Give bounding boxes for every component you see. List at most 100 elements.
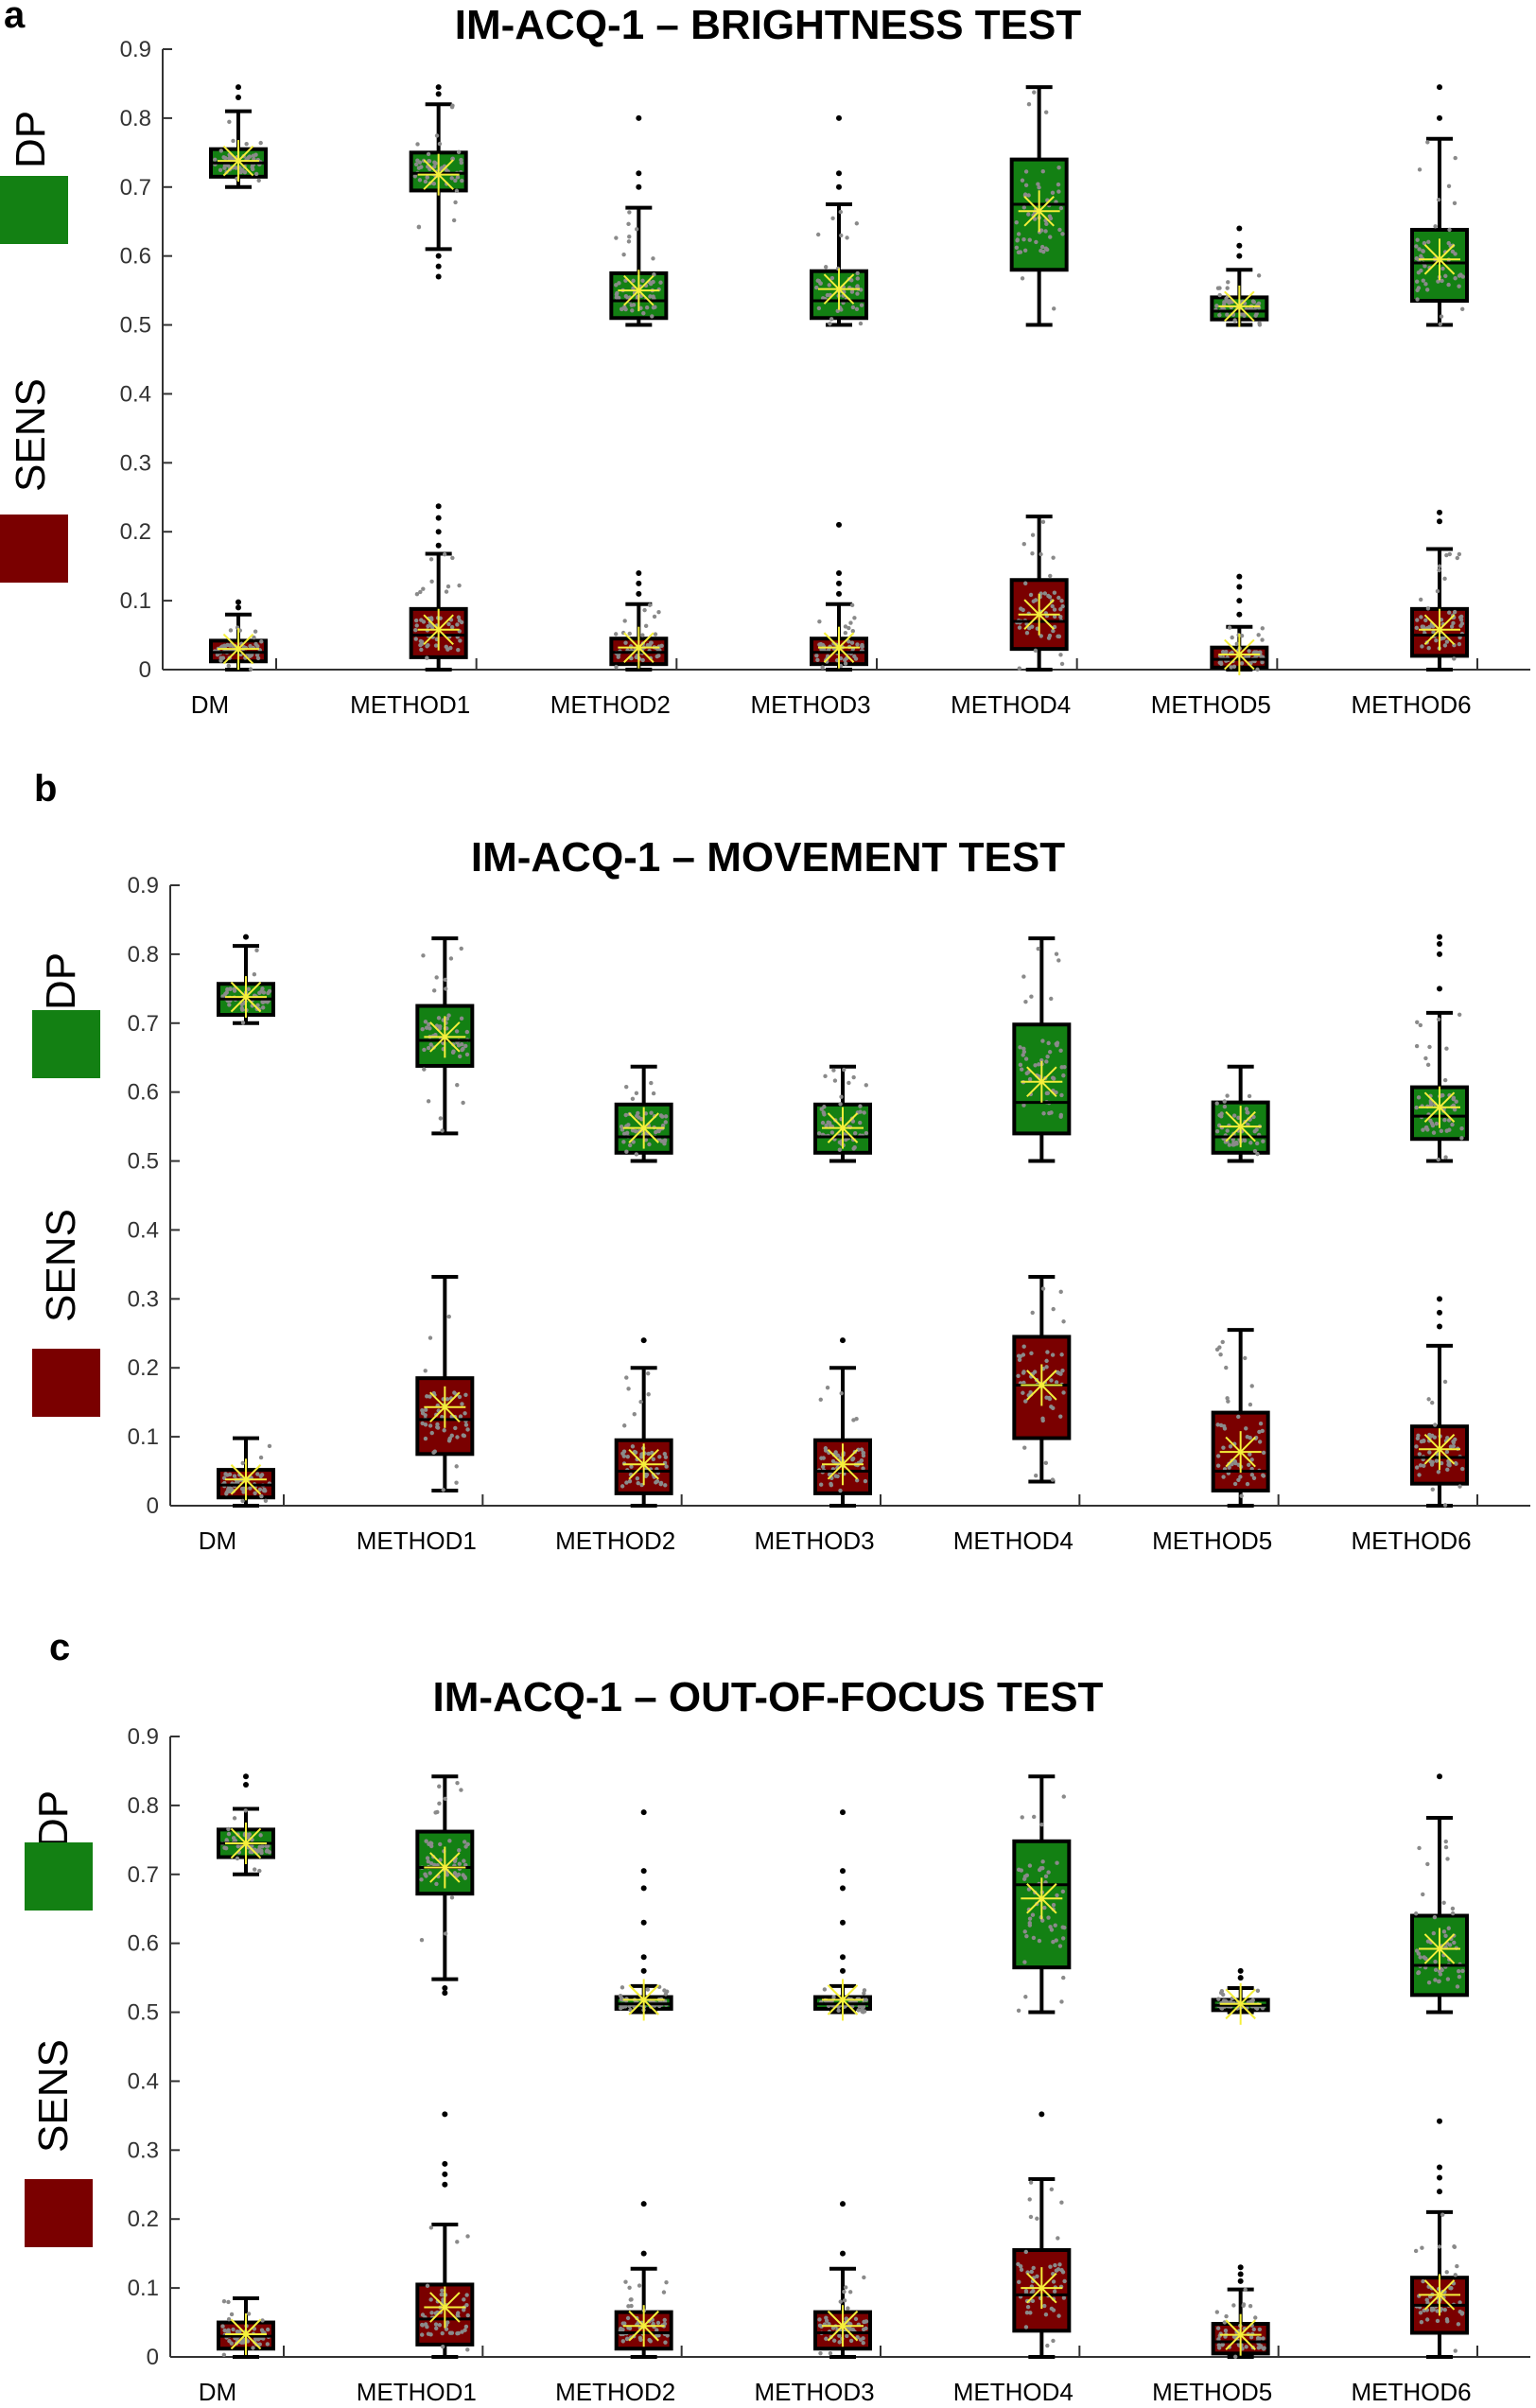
jitter-point xyxy=(1042,2303,1047,2309)
jitter-point xyxy=(1061,2295,1067,2300)
jitter-point xyxy=(463,1392,468,1398)
jitter-point xyxy=(1059,1092,1064,1098)
jitter-point xyxy=(1453,2273,1457,2277)
jitter-point xyxy=(1214,2310,1220,2314)
jitter-point xyxy=(838,1456,843,1460)
outlier-point xyxy=(636,590,642,597)
jitter-point xyxy=(1223,2329,1229,2333)
jitter-point xyxy=(1224,650,1229,654)
y-tick-label: 0.8 xyxy=(128,1793,159,1819)
jitter-point xyxy=(1020,178,1025,183)
jitter-point xyxy=(663,1483,668,1488)
jitter-point xyxy=(425,2325,429,2329)
jitter-point xyxy=(1214,304,1219,308)
panel-c: c IM-ACQ-1 – OUT-OF-FOCUS TEST DP SENS 0… xyxy=(0,1608,1536,2408)
jitter-point xyxy=(1247,649,1251,654)
jitter-point xyxy=(864,1083,868,1088)
jitter-point xyxy=(859,303,864,307)
jitter-point xyxy=(1420,624,1424,629)
jitter-point xyxy=(1436,1470,1441,1474)
jitter-point xyxy=(1040,169,1045,174)
jitter-point xyxy=(232,1816,237,1821)
jitter-point xyxy=(1217,312,1222,318)
jitter-point xyxy=(829,1130,835,1135)
y-tick-label: 0.7 xyxy=(128,1011,159,1037)
jitter-point xyxy=(1457,1484,1462,1489)
jitter-point xyxy=(1029,994,1034,999)
jitter-point xyxy=(426,1045,431,1051)
jitter-point xyxy=(224,990,229,995)
jitter-point xyxy=(1244,1426,1248,1431)
jitter-point xyxy=(1435,2318,1440,2324)
jitter-point xyxy=(1023,999,1028,1004)
jitter-point xyxy=(838,1102,843,1107)
x-tick-label: DM xyxy=(199,1527,236,1555)
jitter-point xyxy=(854,306,860,312)
jitter-point xyxy=(623,306,628,312)
jitter-point xyxy=(1028,2180,1034,2185)
jitter-point xyxy=(221,2298,227,2304)
jitter-point xyxy=(434,975,439,980)
box-sens-method5 xyxy=(1211,2264,1270,2359)
jitter-point xyxy=(1048,573,1053,579)
jitter-point xyxy=(1044,1091,1050,1096)
jitter-point xyxy=(1058,615,1063,619)
jitter-point xyxy=(627,1478,633,1484)
jitter-point xyxy=(1437,2244,1442,2249)
outlier-point xyxy=(435,515,442,521)
x-tick-label: DM xyxy=(191,690,229,719)
jitter-point xyxy=(239,1002,245,1007)
jitter-point xyxy=(1457,284,1461,288)
jitter-point xyxy=(1459,1136,1464,1141)
jitter-point xyxy=(452,1858,458,1863)
jitter-point xyxy=(1031,1935,1037,1941)
mean-marker xyxy=(429,1391,461,1423)
jitter-point xyxy=(1420,644,1424,649)
jitter-point xyxy=(1054,2268,1059,2273)
jitter-point xyxy=(849,289,855,294)
jitter-point xyxy=(658,280,663,285)
jitter-point xyxy=(847,2290,853,2295)
outlier-point xyxy=(836,114,842,121)
jitter-point xyxy=(1249,1473,1255,1477)
jitter-point xyxy=(663,1114,669,1119)
jitter-point xyxy=(1214,1128,1220,1134)
jitter-point xyxy=(662,1138,668,1143)
jitter-point xyxy=(1442,1077,1448,1083)
legend-sens-swatch xyxy=(32,1349,100,1417)
jitter-point xyxy=(1253,2315,1258,2320)
jitter-point xyxy=(240,1460,245,1466)
jitter-point xyxy=(222,1845,227,1850)
outlier-point xyxy=(236,604,241,611)
jitter-point xyxy=(428,2225,434,2230)
jitter-point xyxy=(260,2318,265,2323)
jitter-point xyxy=(845,236,849,240)
jitter-point xyxy=(258,140,263,146)
jitter-point xyxy=(1255,667,1260,672)
jitter-point xyxy=(257,2342,262,2347)
jitter-point xyxy=(426,1859,431,1864)
y-tick-label: 0.2 xyxy=(120,519,151,545)
outlier-point xyxy=(640,2201,647,2207)
jitter-point xyxy=(1220,1339,1225,1345)
jitter-point xyxy=(1022,192,1028,197)
mean-marker xyxy=(1225,1988,1256,2020)
jitter-point xyxy=(639,1117,644,1122)
jitter-point xyxy=(1015,238,1020,243)
jitter-point xyxy=(1430,1400,1435,1405)
jitter-point xyxy=(463,2324,469,2329)
box-sens-method1 xyxy=(415,2111,475,2359)
box-sens-method1 xyxy=(415,1275,475,1492)
jitter-point xyxy=(630,308,635,313)
x-tick-label: METHOD4 xyxy=(951,690,1071,719)
jitter-point xyxy=(1047,1050,1053,1055)
jitter-point xyxy=(425,175,429,180)
jitter-point xyxy=(1054,1380,1059,1385)
jitter-point xyxy=(1248,2334,1254,2340)
jitter-point xyxy=(821,1456,826,1460)
jitter-point xyxy=(650,314,655,319)
jitter-point xyxy=(1456,1968,1461,1974)
jitter-point xyxy=(823,265,829,270)
jitter-point xyxy=(1048,1925,1053,1929)
outlier-point xyxy=(636,170,642,177)
